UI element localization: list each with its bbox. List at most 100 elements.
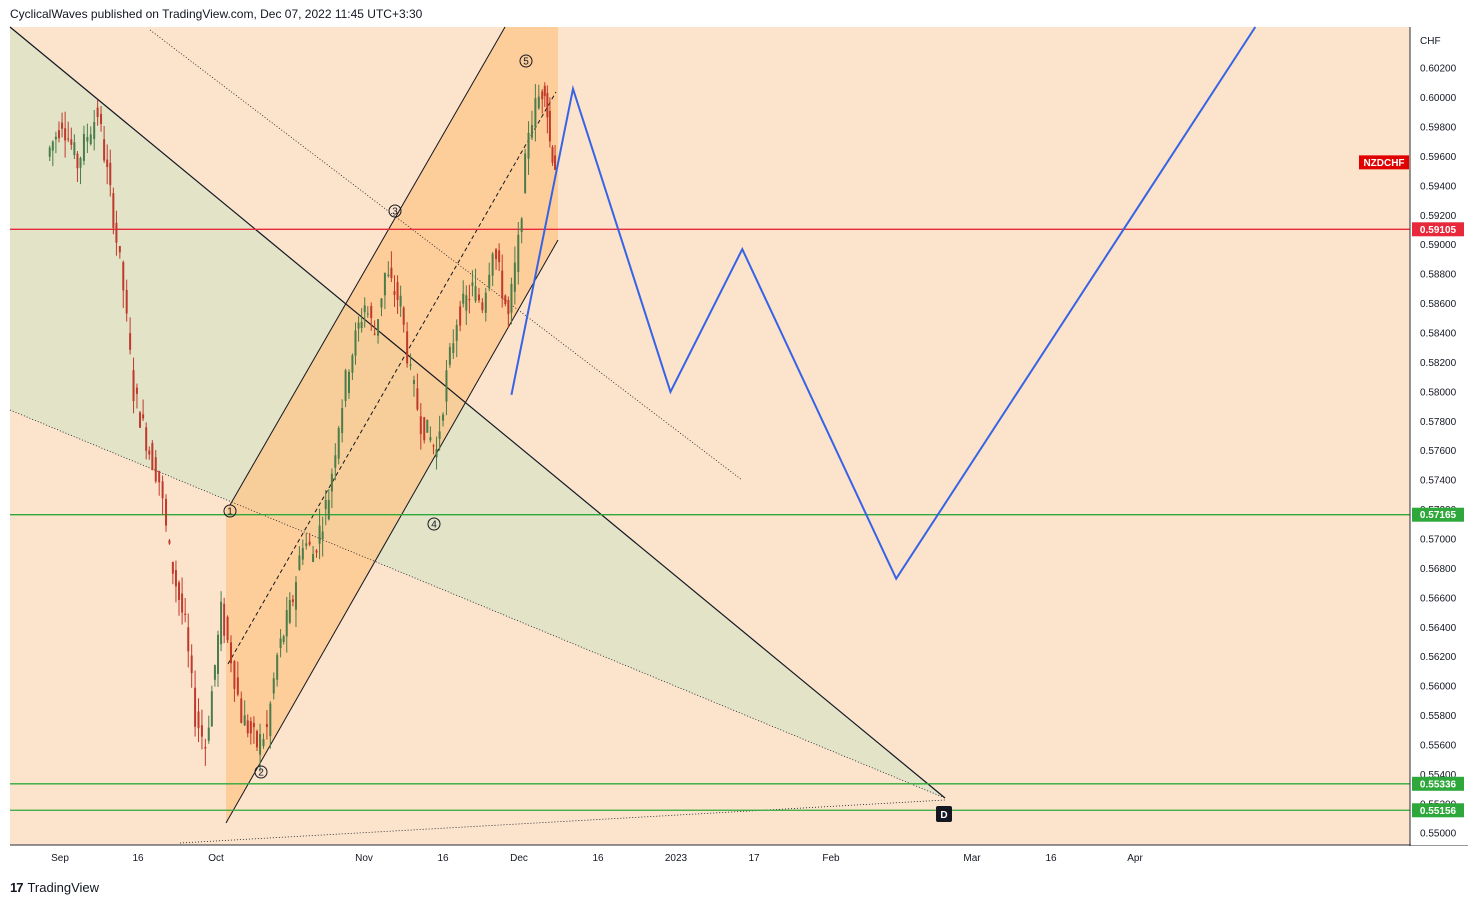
candle-body-44 bbox=[190, 655, 193, 674]
candle-body-6 bbox=[67, 138, 70, 140]
wave-label-4: 4 bbox=[431, 520, 437, 531]
pattern-d-label: D bbox=[940, 810, 947, 821]
time-tick-label: Mar bbox=[963, 853, 981, 864]
candle-body-96 bbox=[360, 321, 363, 329]
candle-body-30 bbox=[145, 427, 148, 451]
price-badge-1-label: 0.57165 bbox=[1420, 510, 1457, 521]
time-tick-label: 16 bbox=[1045, 853, 1057, 864]
candle-body-60 bbox=[243, 715, 246, 726]
time-tick-label: Sep bbox=[51, 853, 69, 864]
candle-body-28 bbox=[139, 412, 142, 428]
candle-body-17 bbox=[103, 139, 106, 161]
candle-body-88 bbox=[334, 455, 337, 468]
candle-body-29 bbox=[142, 414, 145, 419]
wave-marker-2 bbox=[254, 765, 268, 779]
candle-body-104 bbox=[387, 274, 390, 277]
candle-body-134 bbox=[484, 292, 487, 313]
candle-body-111 bbox=[409, 364, 412, 366]
candle-body-14 bbox=[93, 122, 96, 140]
candle-body-99 bbox=[370, 305, 373, 319]
candle-body-155 bbox=[551, 147, 554, 163]
candle-body-136 bbox=[491, 253, 494, 276]
wave-label-3: 3 bbox=[392, 207, 398, 218]
candle-body-132 bbox=[477, 294, 480, 301]
candle-body-93 bbox=[351, 355, 354, 373]
price-tick-label: 0.56800 bbox=[1420, 564, 1457, 575]
candle-body-77 bbox=[298, 555, 301, 570]
candle-body-125 bbox=[455, 324, 458, 341]
price-badges: 0.59105 0.57165 0.55336 0.55156 NZDCHF bbox=[1359, 155, 1464, 818]
candle-body-8 bbox=[73, 142, 76, 155]
candle-body-103 bbox=[383, 272, 386, 296]
candle-body-91 bbox=[344, 370, 347, 401]
price-tick-label: 0.55800 bbox=[1420, 711, 1457, 722]
candle-body-71 bbox=[279, 638, 282, 649]
price-badge-2 bbox=[1412, 776, 1464, 791]
channel-upper-line bbox=[229, 26, 506, 506]
candle-body-131 bbox=[474, 286, 477, 301]
candle-body-94 bbox=[354, 330, 357, 356]
price-badge-3 bbox=[1412, 803, 1464, 818]
candle-body-133 bbox=[481, 302, 484, 311]
candle-body-46 bbox=[197, 711, 200, 729]
price-tick-label: 0.56000 bbox=[1420, 682, 1457, 693]
candle-body-153 bbox=[546, 92, 549, 118]
candle-body-68 bbox=[269, 703, 272, 737]
channel-lower-line bbox=[225, 239, 559, 824]
candle-body-72 bbox=[282, 636, 285, 642]
candle-body-11 bbox=[82, 134, 85, 161]
candles-layer bbox=[48, 82, 557, 772]
candle-body-26 bbox=[132, 370, 135, 402]
candle-body-154 bbox=[548, 110, 551, 142]
candle-body-24 bbox=[125, 290, 128, 314]
price-tick-label: 0.59800 bbox=[1420, 123, 1457, 134]
footer: 17 TradingView bbox=[10, 880, 99, 895]
candle-body-70 bbox=[276, 654, 279, 680]
overlay-layer: 1 2 3 4 5 D bbox=[223, 26, 1257, 822]
candle-body-67 bbox=[265, 724, 268, 728]
candle-body-75 bbox=[291, 599, 294, 602]
candle-body-33 bbox=[154, 457, 157, 482]
candle-body-58 bbox=[236, 677, 239, 695]
candle-body-10 bbox=[79, 157, 82, 168]
candle-body-146 bbox=[524, 153, 527, 193]
candle-body-3 bbox=[57, 130, 60, 139]
candle-body-34 bbox=[158, 470, 161, 483]
candle-body-50 bbox=[210, 691, 213, 727]
candle-body-25 bbox=[129, 333, 132, 350]
price-badge-0 bbox=[1412, 222, 1464, 237]
time-tick-label: Dec bbox=[510, 853, 528, 864]
price-tick-label: 0.57400 bbox=[1420, 476, 1457, 487]
price-badge-0-label: 0.59105 bbox=[1420, 225, 1457, 236]
time-axis[interactable]: Sep 16 Oct Nov 16 Dec 16 2023 17 Feb Mar 16 Apr bbox=[51, 853, 1143, 864]
time-tick-label: Feb bbox=[822, 853, 840, 864]
candle-body-12 bbox=[86, 137, 89, 142]
channel-zone bbox=[226, 27, 558, 823]
wave-marker-4 bbox=[427, 517, 441, 531]
time-tick-label: Apr bbox=[1127, 853, 1143, 864]
candle-body-120 bbox=[438, 431, 441, 439]
candle-body-37 bbox=[168, 540, 171, 544]
candle-body-129 bbox=[468, 299, 471, 301]
price-tick-label: 0.59000 bbox=[1420, 240, 1457, 251]
candle-body-64 bbox=[255, 731, 258, 748]
price-tick-label: 0.58200 bbox=[1420, 358, 1457, 369]
candle-body-65 bbox=[259, 734, 262, 755]
candle-body-87 bbox=[330, 473, 333, 492]
candle-body-32 bbox=[151, 443, 154, 471]
price-tick-label: 0.60000 bbox=[1420, 93, 1457, 104]
candle-body-73 bbox=[285, 610, 288, 637]
price-tick-label: 0.59400 bbox=[1420, 181, 1457, 192]
triangle-lower-trendline bbox=[9, 409, 946, 799]
candle-body-144 bbox=[517, 234, 520, 272]
candle-body-80 bbox=[308, 541, 311, 545]
time-tick-label: 16 bbox=[437, 853, 449, 864]
candle-body-140 bbox=[504, 295, 507, 305]
candle-body-45 bbox=[194, 687, 197, 727]
candle-body-61 bbox=[246, 720, 249, 734]
candle-body-105 bbox=[390, 267, 393, 279]
candle-body-102 bbox=[380, 298, 383, 308]
candle-body-127 bbox=[462, 293, 465, 304]
candle-body-52 bbox=[217, 634, 220, 674]
